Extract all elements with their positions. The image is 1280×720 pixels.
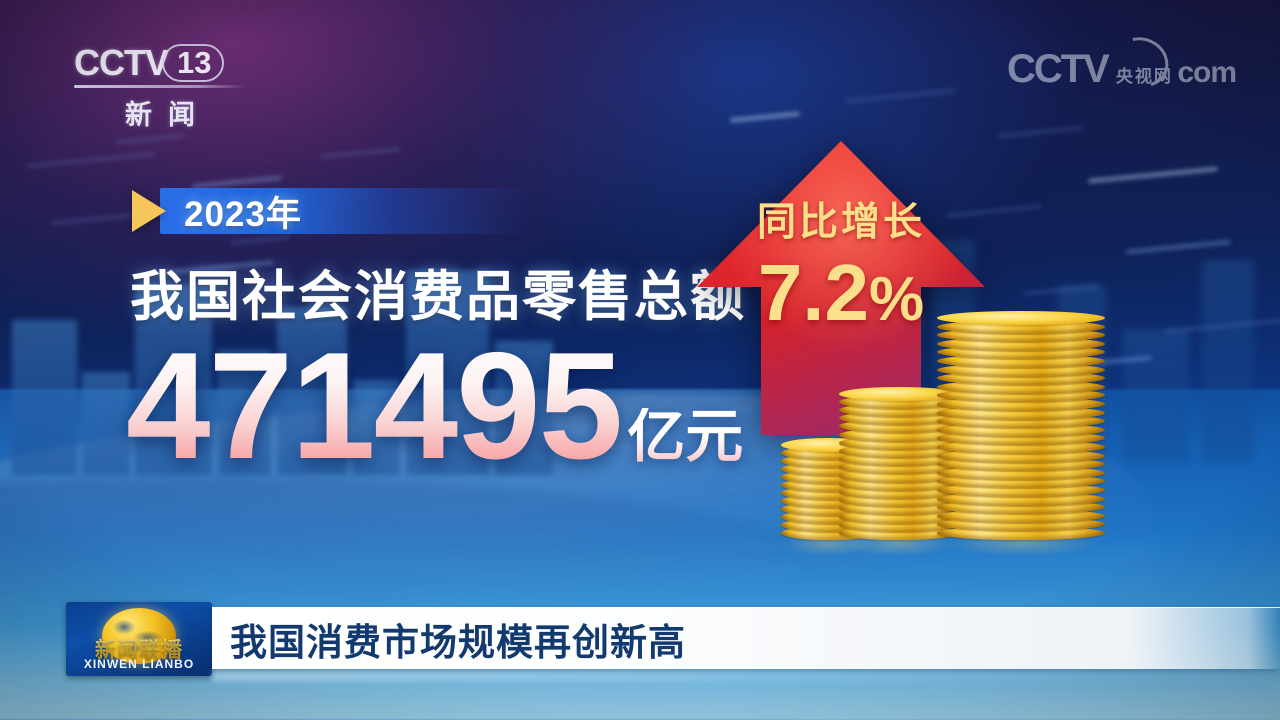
watermark-brand: CCTV xyxy=(1006,47,1110,91)
banner-reflection xyxy=(212,671,1280,681)
year-label-bar: 2023年 xyxy=(132,186,530,236)
program-name-cn: 新闻联播 xyxy=(66,634,212,664)
logo-underline xyxy=(74,85,246,88)
coin-stack-medium xyxy=(839,386,959,556)
arrow-shape xyxy=(697,141,985,435)
year-label: 2023年 xyxy=(184,194,302,234)
metric-value: 471495 xyxy=(126,321,623,491)
program-name-en: XINWEN LIANBO xyxy=(83,657,195,671)
metric-unit: 亿元 xyxy=(627,404,744,469)
news-headline-banner: 我国消费市场规模再创新高 xyxy=(212,607,1280,669)
coin-stack-reflection xyxy=(843,532,955,556)
coin-stack-large xyxy=(937,311,1105,556)
coin xyxy=(937,311,1105,325)
coin xyxy=(839,386,959,401)
play-triangle-icon xyxy=(132,190,166,232)
channel-name-label: 新闻 xyxy=(125,100,211,130)
metric-value-group: 471495 亿元 xyxy=(126,330,743,482)
city-skyline-left xyxy=(0,259,589,476)
year-plate: 2023年 xyxy=(160,188,530,234)
cctv13-channel-logo: CCTV 13 新闻 xyxy=(74,42,254,132)
watermark-cn-label: 央视网 xyxy=(1115,67,1173,86)
globe-icon xyxy=(102,608,176,664)
lower-third: 新闻联播 XINWEN LIANBO 我国消费市场规模再创新高 xyxy=(0,602,1280,681)
news-headline: 我国消费市场规模再创新高 xyxy=(230,621,686,663)
channel-number-badge: 13 xyxy=(162,43,225,83)
program-logo: 新闻联播 XINWEN LIANBO xyxy=(66,602,212,676)
cctv-wordmark: CCTV xyxy=(74,42,169,83)
metric-title: 我国社会消费品零售总额 xyxy=(130,267,746,327)
coin-stacks-illustration xyxy=(775,290,1135,556)
watermark-domain: com xyxy=(1177,56,1237,89)
coin-stack-reflection xyxy=(943,532,1099,556)
cctv-com-watermark: CCTV 央视网 com xyxy=(1006,28,1237,96)
